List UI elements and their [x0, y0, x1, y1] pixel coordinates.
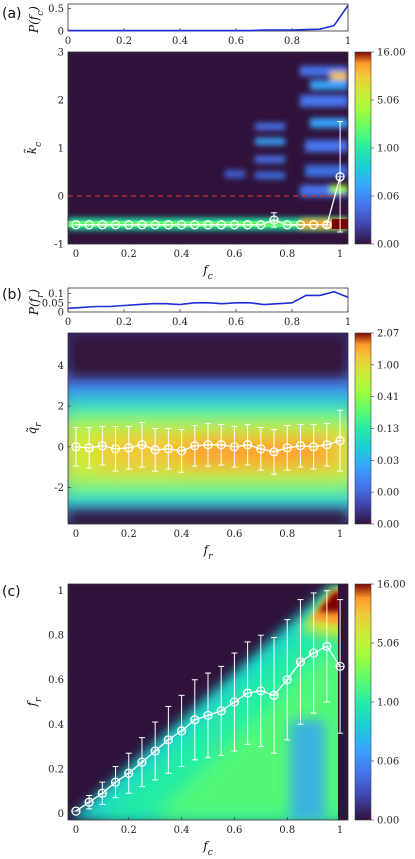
colorbar-tick-label: 0.06	[377, 757, 399, 768]
x-tick-label: 0.8	[279, 825, 295, 836]
colorbar-tick-label: 1.00	[377, 698, 399, 709]
x-tick-label: 0.2	[116, 36, 132, 47]
colorbar-tick-label: 16.00	[377, 48, 406, 59]
y-tick-label: 2	[58, 96, 64, 107]
panel-label-c: (c)	[2, 584, 21, 600]
y-tick-label: -1	[54, 240, 64, 251]
x-tick-label: 0.8	[284, 317, 300, 328]
y-tick-label: 0.8	[48, 631, 64, 642]
x-tick-label: 1	[337, 825, 343, 836]
x-tick-label: 0.4	[174, 825, 190, 836]
y-tick-label: 0.2	[48, 764, 64, 775]
heatmap-a-field	[68, 52, 348, 244]
y-axis-label: k̃c	[23, 142, 44, 154]
x-tick-label: 0.6	[226, 529, 242, 540]
y-tick-label: 1	[58, 586, 64, 597]
colorbar-tick-label: 16.00	[377, 580, 406, 591]
x-tick-label: 0.2	[121, 825, 137, 836]
x-tick-label: 0.2	[116, 317, 132, 328]
colorbar-tick-label: 1.00	[377, 360, 399, 371]
y-tick-label: 0	[58, 308, 64, 319]
series-line	[67, 290, 349, 310]
y-axis-label: P(fc)	[27, 6, 46, 34]
x-tick-label: 0.6	[226, 825, 242, 836]
colorbar-tick-label: 0.00	[377, 816, 399, 827]
x-axis-label: fc	[202, 263, 213, 282]
colorbar-a	[354, 51, 372, 245]
y-tick-label: 0	[58, 27, 64, 38]
series-line	[68, 4, 349, 32]
y-tick-label: 3	[58, 48, 64, 59]
y-axis-label: fr	[25, 697, 44, 707]
x-tick-label: 0.8	[279, 249, 295, 260]
x-tick-label: 0	[73, 825, 79, 836]
colorbar-c	[354, 583, 372, 821]
colorbar-tick-label: 1.00	[377, 144, 399, 155]
y-tick-label: -2	[54, 483, 64, 494]
panel-label-a: (a)	[2, 6, 22, 22]
x-tick-label: 0	[65, 317, 71, 328]
heatmap-b-field	[68, 333, 348, 524]
x-tick-label: 0.6	[228, 36, 244, 47]
x-tick-label: 0.8	[279, 529, 295, 540]
y-tick-label: 0.4	[48, 720, 64, 731]
heatmap-axes-frame	[67, 583, 349, 821]
x-tick-label: 0.8	[284, 36, 300, 47]
colorbar-tick-label: 0.00	[377, 240, 399, 251]
colorbar-tick-label: 2.07	[377, 329, 399, 340]
x-tick-label: 1	[337, 529, 343, 540]
x-tick-label: 1	[345, 36, 351, 47]
panel-label-b: (b)	[2, 287, 22, 303]
inset-axes-frame	[67, 3, 349, 32]
colorbar-tick-label: 0.00	[377, 520, 399, 531]
colorbar-tick-label: 0.13	[377, 424, 399, 435]
y-tick-label: 1	[58, 144, 64, 155]
y-axis-label: P(fr)	[27, 289, 46, 317]
x-tick-label: 1	[337, 249, 343, 260]
x-tick-label: 0	[73, 529, 79, 540]
x-tick-label: 0.6	[228, 317, 244, 328]
x-axis-label: fr	[203, 543, 213, 562]
x-axis-label: fc	[202, 839, 213, 858]
y-tick-label: 0.5	[48, 4, 64, 15]
colorbar-tick-label: 0.41	[377, 392, 399, 403]
x-tick-label: 0.6	[226, 249, 242, 260]
colorbar-tick-label: 5.06	[377, 639, 399, 650]
x-tick-label: 0.4	[174, 249, 190, 260]
x-tick-label: 0.2	[121, 249, 137, 260]
x-tick-label: 0.2	[121, 529, 137, 540]
colorbar-tick-label: 0.00	[377, 488, 399, 499]
y-tick-label: 0.1	[48, 289, 64, 300]
chart-layer: 0 0.2 0.4 0.6 0.8 1 0 0.5P(fc) 0 0.2 0.4 0.6 0.8 1 -1 0…	[23, 3, 406, 858]
y-tick-label: 0.05	[42, 298, 64, 309]
y-tick-label: 0	[58, 192, 64, 203]
y-tick-label: 4	[58, 361, 64, 372]
x-tick-label: 0	[65, 36, 71, 47]
y-tick-label: 0	[58, 809, 64, 820]
y-tick-label: 2	[58, 402, 64, 413]
x-tick-label: 1	[345, 317, 351, 328]
y-axis-label: q̃r	[25, 422, 44, 435]
x-tick-label: 0.4	[172, 317, 188, 328]
x-tick-label: 0.4	[174, 529, 190, 540]
colorbar-tick-label: 0.06	[377, 192, 399, 203]
y-tick-label: 0	[58, 442, 64, 453]
colorbar-tick-label: 5.06	[377, 96, 399, 107]
heatmap-axes-frame	[67, 332, 349, 525]
colorbar-tick-label: 0.03	[377, 456, 399, 467]
inset-axes-frame	[67, 287, 349, 313]
x-tick-label: 0.4	[172, 36, 188, 47]
x-tick-label: 0	[73, 249, 79, 260]
colorbar-b	[354, 332, 372, 525]
y-tick-label: 0.6	[48, 675, 64, 686]
